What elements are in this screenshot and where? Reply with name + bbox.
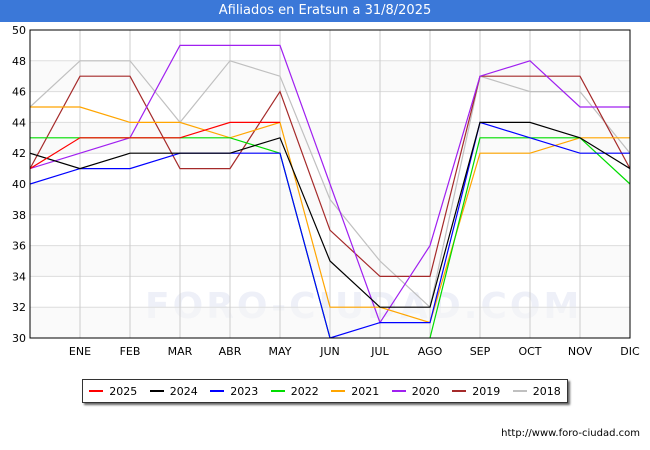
legend-swatch [89,390,104,392]
x-tick-label: OCT [518,345,541,358]
legend-item-2019: 2019 [452,385,500,398]
chart-title: Afiliados en Eratsun a 31/8/2025 [0,0,650,22]
legend-swatch [149,390,164,392]
legend-label: 2022 [290,384,319,398]
legend-swatch [210,390,225,392]
y-tick-label: 50 [12,24,26,37]
x-tick-label: MAY [269,345,292,358]
legend-swatch [452,390,467,392]
legend-swatch [512,390,527,392]
series-line-2021 [30,106,630,324]
series-line-2023 [30,121,630,338]
y-tick-label: 44 [12,116,26,129]
legend-item-2020: 2020 [391,384,440,398]
x-tick-label: SEP [470,345,491,358]
y-tick-label: 48 [12,55,26,68]
x-tick-label: ABR [219,345,242,358]
legend-label: 2021 [351,384,380,398]
x-tick-label: MAR [168,345,193,358]
series-line-2019 [30,75,630,277]
legend-label: 2020 [411,384,440,398]
x-tick-label: DIC [620,345,640,358]
series-line-2024 [30,121,630,308]
legend-swatch [331,390,346,392]
series-line-2025 [30,121,280,170]
legend-item-2023: 2023 [210,385,258,398]
legend: 2025 2024 2023 2022 2021 2020 2019 2018 [82,379,568,403]
x-tick-label: JUL [370,345,389,358]
y-tick-label: 42 [12,147,26,160]
series-line-2018 [30,60,630,309]
source-url[interactable]: http://www.foro-ciudad.com [501,428,640,439]
x-tick-label: JUN [319,345,340,358]
y-tick-label: 30 [12,332,26,345]
legend-label: 2018 [532,384,561,398]
x-tick-label: FEB [120,345,141,358]
legend-item-2018: 2018 [512,384,561,398]
legend-label: 2019 [472,384,501,398]
legend-swatch [391,390,406,392]
legend-item-2022: 2022 [270,384,319,398]
y-tick-label: 38 [12,209,26,222]
x-tick-label: NOV [568,345,593,358]
y-tick-label: 36 [12,240,26,253]
legend-label: 2025 [109,384,138,398]
y-tick-label: 32 [12,301,26,314]
legend-swatch [270,390,285,392]
legend-item-2024: 2024 [149,384,198,398]
y-tick-label: 34 [12,270,26,283]
legend-label: 2024 [169,384,198,398]
y-tick-label: 46 [12,86,26,99]
y-tick-label: 40 [12,178,26,191]
plot-frame [29,29,631,339]
legend-label: 2023 [230,384,259,398]
x-tick-label: AGO [418,345,443,358]
legend-item-2021: 2021 [331,385,379,398]
legend-item-2025: 2025 [89,385,137,398]
x-tick-label: ENE [69,345,91,358]
